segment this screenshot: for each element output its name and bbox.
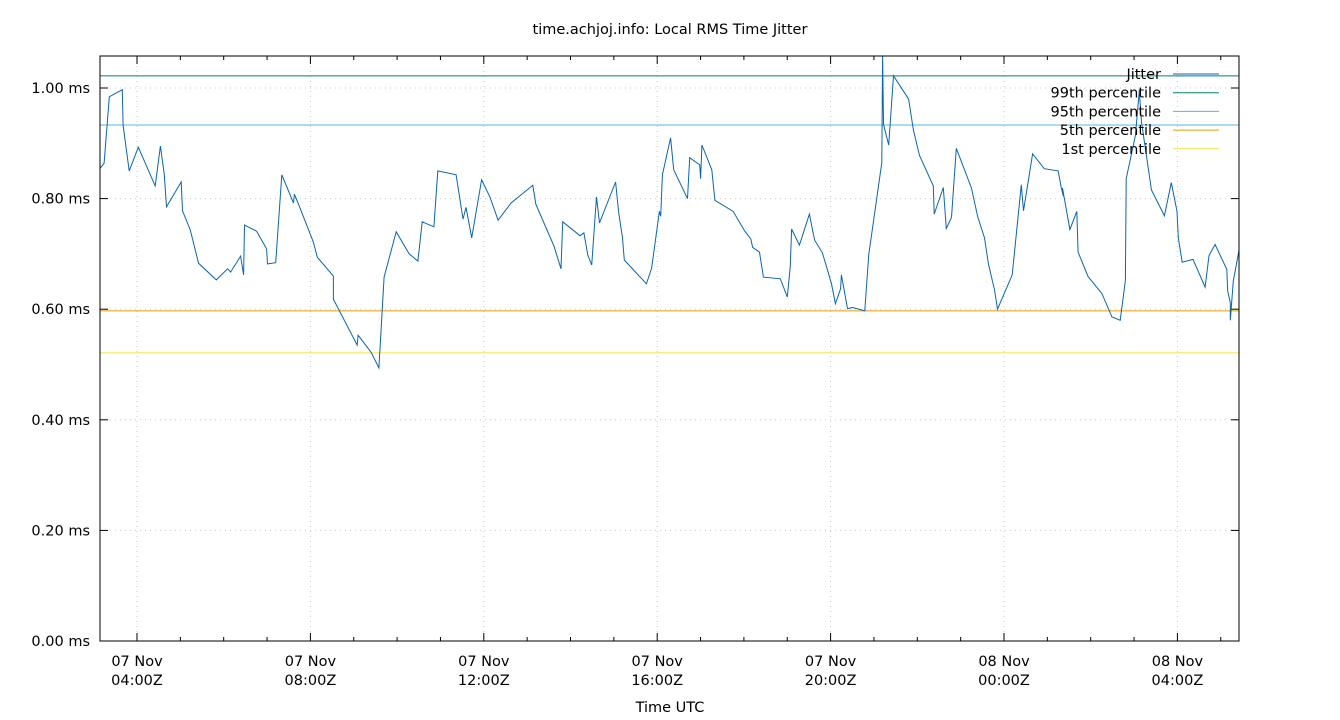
y-tick-label: 0.80 ms bbox=[31, 192, 90, 208]
percentile-lines bbox=[100, 75, 1239, 354]
legend-label: 5th percentile bbox=[1060, 123, 1161, 139]
y-tick-label: 0.00 ms bbox=[31, 634, 90, 650]
x-tick-time: 04:00Z bbox=[1152, 673, 1204, 689]
legend: Jitter 99th percentile 95th percentile 5th … bbox=[1051, 67, 1219, 158]
x-tick-time: 00:00Z bbox=[978, 673, 1030, 689]
jitter-line bbox=[100, 56, 1239, 370]
y-tick-label: 0.60 ms bbox=[31, 302, 90, 318]
legend-label: Jitter bbox=[1125, 67, 1161, 83]
y-tick-label: 1.00 ms bbox=[31, 81, 90, 97]
x-tick-date: 08 Nov bbox=[1152, 654, 1204, 670]
legend-label: 99th percentile bbox=[1051, 86, 1162, 102]
x-tick-date: 07 Nov bbox=[632, 654, 684, 670]
y-axis: 0.00 ms 0.20 ms 0.40 ms 0.60 ms 0.80 ms 1.00 … bbox=[31, 81, 1239, 650]
x-tick-time: 16:00Z bbox=[631, 673, 683, 689]
x-tick-date: 07 Nov bbox=[285, 654, 337, 670]
legend-label: 95th percentile bbox=[1051, 104, 1162, 120]
x-tick-date: 08 Nov bbox=[978, 654, 1030, 670]
x-tick-time: 20:00Z bbox=[805, 673, 857, 689]
y-tick-label: 0.40 ms bbox=[31, 413, 90, 429]
y-tick-label: 0.20 ms bbox=[31, 523, 90, 539]
x-tick-time: 08:00Z bbox=[285, 673, 337, 689]
chart-title: time.achjoj.info: Local RMS Time Jitter bbox=[533, 22, 808, 38]
legend-label: 1st percentile bbox=[1061, 142, 1161, 158]
x-tick-date: 07 Nov bbox=[805, 654, 857, 670]
x-axis: 07 Nov 04:00Z 07 Nov 08:00Z 07 Nov 12:00Z 07 N… bbox=[111, 56, 1222, 689]
x-tick-time: 12:00Z bbox=[458, 673, 510, 689]
x-tick-date: 07 Nov bbox=[458, 654, 510, 670]
x-axis-label: Time UTC bbox=[635, 700, 705, 716]
x-tick-time: 04:00Z bbox=[111, 673, 163, 689]
x-tick-date: 07 Nov bbox=[111, 654, 163, 670]
plot-frame bbox=[99, 55, 1240, 642]
